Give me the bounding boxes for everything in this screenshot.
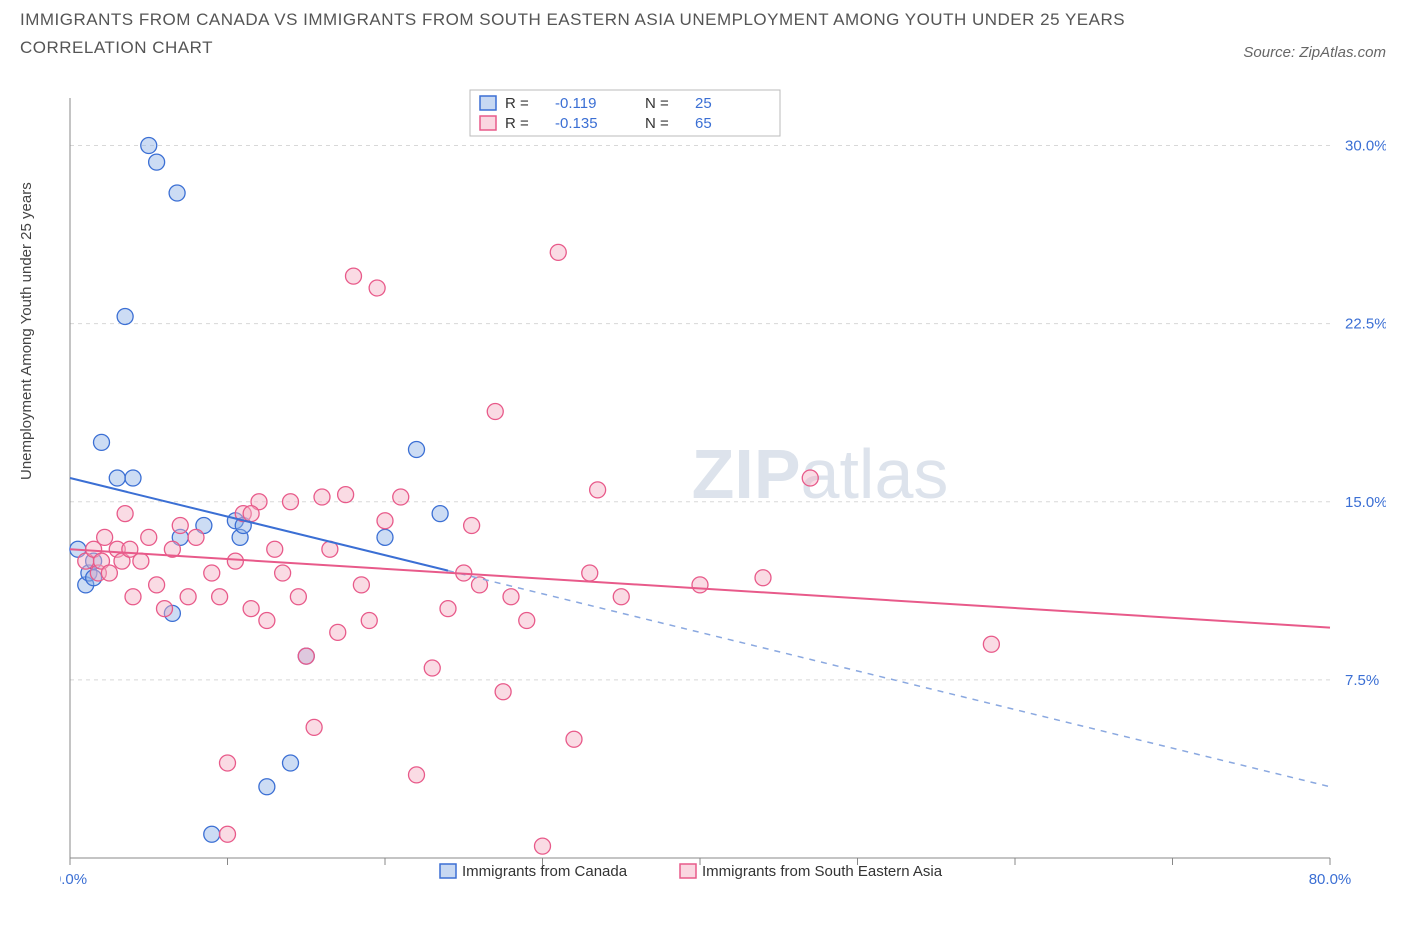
data-point [125, 470, 141, 486]
stats-n-label: N = [645, 115, 669, 132]
data-point [487, 404, 503, 420]
data-point [290, 589, 306, 605]
x-tick-label: 80.0% [1309, 871, 1352, 888]
data-point [377, 513, 393, 529]
data-point [275, 565, 291, 581]
stats-r-value-canada: -0.119 [555, 95, 596, 112]
data-point [692, 577, 708, 593]
bottom-legend-sea: Immigrants from South Eastern Asia [702, 863, 943, 880]
data-point [566, 731, 582, 747]
stats-r-label: R = [505, 95, 529, 112]
data-point [432, 506, 448, 522]
data-point [117, 309, 133, 325]
data-point [180, 589, 196, 605]
trendline-sea [70, 549, 1330, 627]
stats-n-value-canada: 25 [695, 95, 712, 112]
data-point [157, 601, 173, 617]
data-point [141, 529, 157, 545]
data-point [346, 268, 362, 284]
data-point [204, 826, 220, 842]
source-credit: Source: ZipAtlas.com [1243, 44, 1386, 61]
legend-swatch-canada [480, 96, 496, 110]
watermark: ZIPatlas [692, 435, 949, 513]
y-tick-label: 7.5% [1345, 672, 1379, 689]
data-point [306, 719, 322, 735]
data-point [243, 601, 259, 617]
data-point [125, 589, 141, 605]
data-point [259, 779, 275, 795]
stats-n-label: N = [645, 95, 669, 112]
data-point [361, 613, 377, 629]
data-point [97, 529, 113, 545]
data-point [330, 624, 346, 640]
data-point [227, 553, 243, 569]
data-point [535, 838, 551, 854]
trendline-canada-dash [448, 571, 1330, 787]
y-tick-label: 30.0% [1345, 138, 1386, 155]
bottom-swatch-canada [440, 864, 456, 878]
data-point [220, 826, 236, 842]
chart-title-line1: IMMIGRANTS FROM CANADA VS IMMIGRANTS FRO… [20, 10, 1386, 30]
data-point [149, 577, 165, 593]
x-tick-label: 0.0% [60, 871, 87, 888]
data-point [983, 636, 999, 652]
data-point [464, 518, 480, 534]
title-area: IMMIGRANTS FROM CANADA VS IMMIGRANTS FRO… [0, 0, 1406, 58]
data-point [755, 570, 771, 586]
source-prefix: Source: [1243, 44, 1299, 61]
data-point [117, 506, 133, 522]
data-point [590, 482, 606, 498]
chart-area: 7.5% 15.0% 22.5% 30.0% 0.0% 80.0% ZIPatlas R = -… [60, 88, 1386, 888]
y-tick-label: 15.0% [1345, 494, 1386, 511]
data-point [393, 489, 409, 505]
data-point [101, 565, 117, 581]
data-point [314, 489, 330, 505]
data-point [133, 553, 149, 569]
data-point [243, 506, 259, 522]
data-point [495, 684, 511, 700]
data-point [424, 660, 440, 676]
data-point [802, 470, 818, 486]
data-point [440, 601, 456, 617]
data-point [409, 442, 425, 458]
stats-r-label: R = [505, 115, 529, 132]
data-point [149, 154, 165, 170]
data-point [613, 589, 629, 605]
data-point [267, 541, 283, 557]
data-point [172, 518, 188, 534]
data-point [188, 529, 204, 545]
data-point [212, 589, 228, 605]
y-tick-label: 22.5% [1345, 316, 1386, 333]
data-point [220, 755, 236, 771]
data-point [169, 185, 185, 201]
chart-title-line2: CORRELATION CHART [20, 38, 1386, 58]
source-name: ZipAtlas.com [1299, 44, 1386, 61]
data-point [338, 487, 354, 503]
data-point [259, 613, 275, 629]
data-point [409, 767, 425, 783]
data-point [582, 565, 598, 581]
data-point [204, 565, 220, 581]
data-point [519, 613, 535, 629]
data-point [353, 577, 369, 593]
data-point [503, 589, 519, 605]
data-point [369, 280, 385, 296]
scatter-plot: 7.5% 15.0% 22.5% 30.0% 0.0% 80.0% ZIPatlas R = -… [60, 88, 1386, 888]
data-point [109, 470, 125, 486]
stats-n-value-sea: 65 [695, 115, 712, 132]
data-point [377, 529, 393, 545]
legend-swatch-sea [480, 116, 496, 130]
data-point [283, 494, 299, 510]
bottom-swatch-sea [680, 864, 696, 878]
data-point [283, 755, 299, 771]
stats-r-value-sea: -0.135 [555, 115, 598, 132]
y-axis-label: Unemployment Among Youth under 25 years [18, 182, 35, 480]
data-point [94, 434, 110, 450]
bottom-legend-canada: Immigrants from Canada [462, 863, 628, 880]
data-point [141, 138, 157, 154]
data-point [298, 648, 314, 664]
data-point [550, 244, 566, 260]
